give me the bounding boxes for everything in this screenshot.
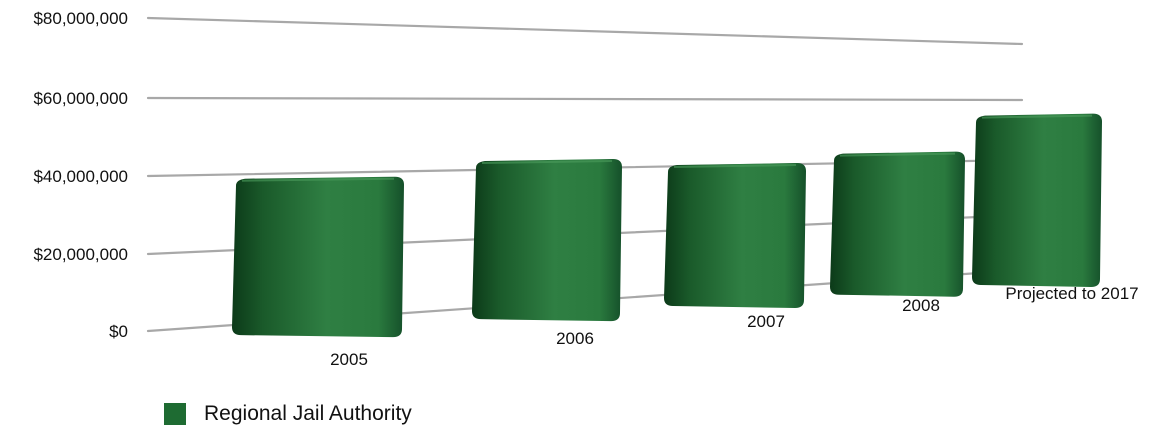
bar-highlight	[981, 114, 1093, 119]
gridline	[146, 96, 1024, 102]
bar	[232, 176, 404, 338]
legend-swatch	[164, 402, 186, 425]
y-tick-label: $40,000,000	[33, 167, 128, 186]
y-axis-tick-labels: $0 $20,000,000 $40,000,000 $60,000,000 $80,0…	[33, 9, 128, 341]
category-label: 2007	[747, 312, 785, 331]
bar-highlight	[673, 164, 797, 169]
bar-highlight	[241, 177, 395, 182]
category-label: Projected to 2017	[1005, 284, 1138, 303]
category-label: 2005	[330, 350, 368, 369]
category-label: 2008	[902, 296, 940, 315]
category-labels: 2005 2006 2007 2008 Projected to 2017	[330, 284, 1139, 369]
legend: Regional Jail Authority	[164, 400, 412, 427]
gridline	[146, 16, 1024, 46]
legend-label: Regional Jail Authority	[204, 401, 412, 425]
y-tick-label: $20,000,000	[33, 245, 128, 264]
bar	[830, 151, 965, 297]
bar	[664, 163, 806, 309]
bar-highlight	[839, 152, 956, 157]
bar-highlight	[481, 160, 613, 165]
y-tick-label: $0	[109, 322, 128, 341]
y-tick-label: $80,000,000	[33, 9, 128, 28]
category-label: 2006	[556, 329, 594, 348]
bar	[972, 113, 1102, 287]
y-tick-label: $60,000,000	[33, 89, 128, 108]
bar	[472, 159, 622, 322]
bars	[232, 113, 1102, 338]
